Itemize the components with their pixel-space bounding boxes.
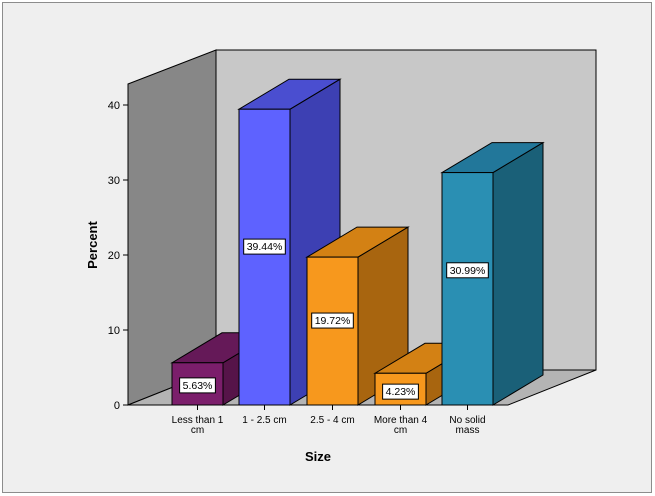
bars: 5.63% 39.44% 19.72% 4.23% 30.99% (170, 78, 545, 406)
bar-side-face (492, 141, 544, 406)
bar-front-face (238, 108, 291, 406)
bar: 30.99% (440, 141, 545, 406)
data-label-box (243, 238, 286, 255)
x-axis-tick-labels: Less than 1 cm 1 - 2.5 cm 2.5 - 4 cm More th… (172, 405, 486, 436)
data-label-text: 5.63% (183, 380, 213, 392)
bar-front-face (441, 172, 494, 406)
data-label-text: 4.23% (386, 386, 416, 398)
y-tick-label: 20 (108, 250, 120, 262)
x-tick-label: 2.5 - 4 cm (310, 415, 354, 426)
x-tick-label: 1 - 2.5 cm (242, 415, 286, 426)
y-axis-title: Percent (85, 220, 100, 268)
data-label-box (446, 262, 489, 279)
data-label-text: 19.72% (315, 315, 351, 327)
data-label-box (179, 377, 216, 394)
x-tick-label: No solid mass (449, 415, 485, 436)
y-tick-label: 30 (108, 175, 120, 187)
data-label-text: 39.44% (247, 241, 283, 253)
y-tick-label: 40 (108, 100, 120, 112)
data-label-box (311, 312, 354, 329)
data-label-box (382, 383, 419, 400)
data-label: 5.63% (179, 377, 216, 394)
data-label: 39.44% (243, 238, 286, 255)
y-axis-ticks: 0 10 20 30 40 (108, 100, 128, 412)
data-label: 4.23% (382, 383, 419, 400)
bar-front-face (306, 256, 359, 406)
data-label-text: 30.99% (450, 265, 486, 277)
data-label: 19.72% (311, 312, 354, 329)
x-tick-label: More than 4 cm (374, 415, 428, 436)
x-axis-title: Size (305, 449, 331, 464)
x-tick-label: Less than 1 cm (172, 415, 224, 436)
data-label: 30.99% (446, 262, 489, 279)
y-tick-label: 10 (108, 325, 120, 337)
y-tick-label: 0 (114, 400, 120, 412)
